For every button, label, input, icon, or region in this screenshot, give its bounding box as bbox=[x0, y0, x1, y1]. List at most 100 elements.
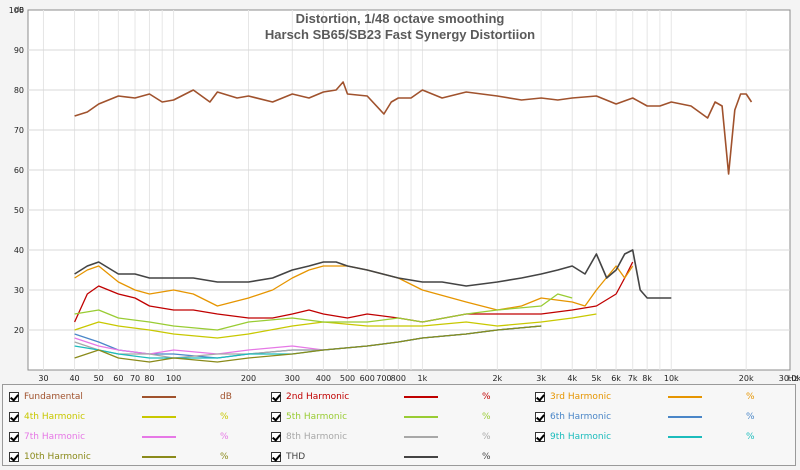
legend-panel: Fundamental dB 2nd Harmonic% 3rd Harmonic% 4… bbox=[2, 384, 796, 466]
distortion-chart: 30 40 50 60 70 80 100 200 300 400 500 600 700 800 1k 2k… bbox=[9, 6, 800, 382]
x-tick-label: 200 bbox=[241, 374, 256, 382]
x-tick-label: 600 bbox=[360, 374, 375, 382]
series-line-fundamental bbox=[74, 81, 753, 175]
legend-item[interactable]: 9th Harmonic% bbox=[535, 428, 766, 446]
x-tick-label: 8k bbox=[642, 374, 652, 382]
x-tick-label: 6k bbox=[611, 374, 621, 382]
y-tick-label: 40 bbox=[14, 246, 24, 255]
x-tick-label: 2k bbox=[492, 374, 502, 382]
legend-series-name: 2nd Harmonic bbox=[286, 392, 350, 402]
legend-checkbox[interactable] bbox=[535, 412, 545, 422]
x-tick-label: 50 bbox=[94, 374, 104, 382]
legend-series-name: 5th Harmonic bbox=[286, 412, 348, 422]
x-tick-label: 30.0k bbox=[779, 374, 800, 382]
legend-item[interactable]: 10th Harmonic% bbox=[9, 448, 240, 466]
legend-checkbox[interactable] bbox=[271, 412, 281, 422]
legend-series-name: 9th Harmonic bbox=[550, 432, 612, 442]
series-line-10th-harmonic bbox=[74, 325, 542, 363]
x-tick-label: 10k bbox=[664, 374, 679, 382]
legend-item[interactable]: 5th Harmonic% bbox=[271, 408, 502, 426]
series-line-5th-harmonic bbox=[74, 293, 573, 331]
chart-area: 30 40 50 60 70 80 100 200 300 400 500 600 700 800 1k 2k… bbox=[9, 6, 800, 382]
chart-title: Distortion, 1/48 octave smoothing bbox=[296, 11, 505, 26]
legend-line-swatch bbox=[142, 456, 176, 458]
legend-checkbox[interactable] bbox=[535, 392, 545, 402]
legend-unit: % bbox=[746, 432, 755, 442]
legend-line-swatch bbox=[668, 396, 702, 398]
legend-item[interactable]: 6th Harmonic% bbox=[535, 408, 766, 426]
legend-unit: % bbox=[482, 452, 491, 462]
legend-line-swatch bbox=[142, 436, 176, 438]
legend-item[interactable]: Fundamental dB bbox=[9, 388, 240, 406]
legend-item[interactable]: 4th Harmonic% bbox=[9, 408, 240, 426]
legend-checkbox[interactable] bbox=[271, 452, 281, 462]
legend-series-name: 4th Harmonic bbox=[24, 412, 86, 422]
series-line-2nd-harmonic bbox=[74, 261, 634, 323]
legend-unit: % bbox=[482, 392, 491, 402]
legend-item[interactable]: 8th Harmonic% bbox=[271, 428, 502, 446]
y-tick-label: 80 bbox=[14, 86, 24, 95]
series-line-3rd-harmonic bbox=[74, 265, 634, 311]
legend-unit: % bbox=[746, 392, 755, 402]
legend-series-name: THD bbox=[286, 452, 306, 462]
y-tick-label: 20 bbox=[14, 326, 24, 335]
legend-line-swatch bbox=[404, 396, 438, 398]
legend-line-swatch bbox=[404, 436, 438, 438]
legend-item[interactable]: 2nd Harmonic% bbox=[271, 388, 502, 406]
x-tick-label: 60 bbox=[113, 374, 123, 382]
y-tick-label: 60 bbox=[14, 166, 24, 175]
legend-line-swatch bbox=[668, 416, 702, 418]
x-tick-label: 7k bbox=[628, 374, 638, 382]
legend-unit: % bbox=[746, 412, 755, 422]
legend-checkbox[interactable] bbox=[9, 412, 19, 422]
legend-unit: % bbox=[482, 412, 491, 422]
legend-item[interactable]: 3rd Harmonic% bbox=[535, 388, 766, 406]
legend-line-swatch bbox=[668, 436, 702, 438]
legend-checkbox[interactable] bbox=[535, 432, 545, 442]
legend-checkbox[interactable] bbox=[9, 432, 19, 442]
x-tick-label: 3k bbox=[536, 374, 546, 382]
legend-checkbox[interactable] bbox=[9, 452, 19, 462]
legend-series-name: 8th Harmonic bbox=[286, 432, 348, 442]
legend-checkbox[interactable] bbox=[271, 392, 281, 402]
y-tick-label: 50 bbox=[14, 206, 24, 215]
legend-line-swatch bbox=[404, 416, 438, 418]
x-tick-label: 80 bbox=[144, 374, 154, 382]
y-tick-label: 70 bbox=[14, 126, 24, 135]
x-tick-label: 100 bbox=[166, 374, 181, 382]
x-tick-label: 300 bbox=[285, 374, 300, 382]
legend-series-name: 6th Harmonic bbox=[550, 412, 612, 422]
x-tick-label: 1k bbox=[418, 374, 428, 382]
legend-series-name: Fundamental bbox=[24, 392, 83, 402]
legend-unit: % bbox=[220, 452, 229, 462]
x-unit-label: Hz bbox=[788, 374, 798, 382]
legend-unit: dB bbox=[220, 392, 232, 402]
x-tick-label: 30 bbox=[38, 374, 48, 382]
legend-series-name: 7th Harmonic bbox=[24, 432, 86, 442]
x-tick-label: 700 bbox=[376, 374, 391, 382]
x-tick-label: 800 bbox=[391, 374, 406, 382]
x-tick-label: 40 bbox=[69, 374, 79, 382]
legend-line-swatch bbox=[404, 456, 438, 458]
y-tick-label: 100 bbox=[9, 6, 24, 15]
x-tick-label: 20k bbox=[739, 374, 754, 382]
x-tick-label: 70 bbox=[130, 374, 140, 382]
y-unit-label: dB bbox=[15, 6, 24, 14]
x-tick-label: 4k bbox=[567, 374, 577, 382]
x-tick-label: 5k bbox=[591, 374, 601, 382]
legend-checkbox[interactable] bbox=[9, 392, 19, 402]
y-tick-label: 90 bbox=[14, 46, 24, 55]
series-line-thd bbox=[74, 249, 672, 299]
chart-subtitle: Harsch SB65/SB23 Fast Synergy Distortiio… bbox=[265, 27, 535, 42]
legend-series-name: 3rd Harmonic bbox=[550, 392, 612, 402]
x-tick-label: 500 bbox=[340, 374, 355, 382]
x-tick-label: 400 bbox=[316, 374, 331, 382]
legend-series-name: 10th Harmonic bbox=[24, 452, 91, 462]
legend-line-swatch bbox=[142, 416, 176, 418]
legend-unit: % bbox=[220, 432, 229, 442]
legend-item[interactable]: 7th Harmonic% bbox=[9, 428, 240, 446]
legend-item[interactable]: THD% bbox=[271, 448, 502, 466]
legend-unit: % bbox=[482, 432, 491, 442]
legend-checkbox[interactable] bbox=[271, 432, 281, 442]
legend-line-swatch bbox=[142, 396, 176, 398]
